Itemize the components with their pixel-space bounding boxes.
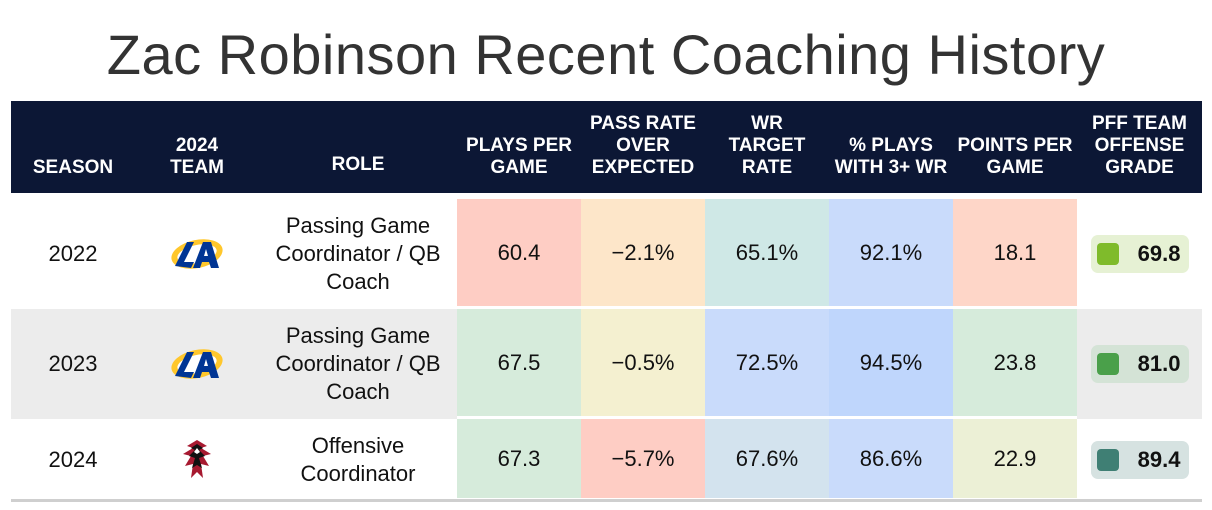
grade-badge: 69.8 [1090,235,1189,273]
pct-plays-3wr-cell: 94.5% [829,309,953,419]
points-per-game-cell: 22.9 [953,419,1077,501]
role-cell: Passing Game Coordinator / QB Coach [275,323,441,404]
table-row: 2022 Passing Game Coordinator / QB Coach… [11,199,1202,309]
header-pff-grade: PFF TEAM OFFENSE GRADE [1092,113,1187,178]
pff-grade-cell: 69.8 [1077,199,1202,309]
points-per-game-cell: 23.8 [953,309,1077,419]
wr-target-rate-cell: 67.6% [705,419,829,501]
grade-color-swatch [1096,353,1119,375]
grade-value: 89.4 [1137,447,1181,472]
team-cell [135,309,259,419]
coaching-table: SEASON 2024 TEAM ROLE PLAYS PER GAME PAS… [11,101,1202,501]
season-cell: 2023 [48,351,98,376]
header-season: SEASON [32,157,114,178]
team-cell [135,199,259,309]
table-header: SEASON 2024 TEAM ROLE PLAYS PER GAME PAS… [11,101,1202,193]
header-pct-plays-3wr: % PLAYS WITH 3+ WR [834,135,948,178]
plays-per-game-cell: 60.4 [457,199,581,309]
header-wr-target-rate: WR TARGET RATE [728,113,806,178]
table-row: 2023 Passing Game Coordinator / QB Coach… [11,309,1202,419]
falcons-logo-icon [177,438,217,482]
grade-badge: 81.0 [1090,345,1189,383]
season-cell: 2022 [48,241,98,266]
pass-rate-over-expected-cell: −5.7% [581,419,705,501]
table-row: 2024 Offensive Coordinator 67.3 −5.7% 67.6%… [11,419,1202,501]
grade-badge: 89.4 [1090,441,1189,479]
role-cell: Offensive Coordinator [300,433,416,486]
header-role: ROLE [331,154,385,175]
pass-rate-over-expected-cell: −0.5% [581,309,705,419]
pass-rate-over-expected-cell: −2.1% [581,199,705,309]
pff-grade-cell: 81.0 [1077,309,1202,419]
grade-color-swatch [1096,449,1119,471]
grade-value: 81.0 [1137,351,1181,376]
role-cell: Passing Game Coordinator / QB Coach [275,213,441,294]
pct-plays-3wr-cell: 92.1% [829,199,953,309]
pct-plays-3wr-cell: 86.6% [829,419,953,501]
bottom-rule [11,499,1202,502]
header-team: 2024 TEAM [170,135,224,178]
header-pass-rate-over-expected: PASS RATE OVER EXPECTED [590,113,696,178]
pff-grade-cell: 89.4 [1077,419,1202,501]
wr-target-rate-cell: 65.1% [705,199,829,309]
points-per-game-cell: 18.1 [953,199,1077,309]
grade-color-swatch [1096,243,1119,265]
grade-value: 69.8 [1137,241,1181,266]
rams-logo-icon [169,234,225,274]
team-cell [135,419,259,501]
rams-logo-icon [169,344,225,384]
plays-per-game-cell: 67.5 [457,309,581,419]
table-body: 2022 Passing Game Coordinator / QB Coach… [11,199,1202,501]
plays-per-game-cell: 67.3 [457,419,581,501]
header-plays-per-game: PLAYS PER GAME [466,135,572,178]
header-points-per-game: POINTS PER GAME [957,135,1073,178]
season-cell: 2024 [48,447,98,472]
chart-title: Zac Robinson Recent Coaching History [106,23,1106,86]
wr-target-rate-cell: 72.5% [705,309,829,419]
